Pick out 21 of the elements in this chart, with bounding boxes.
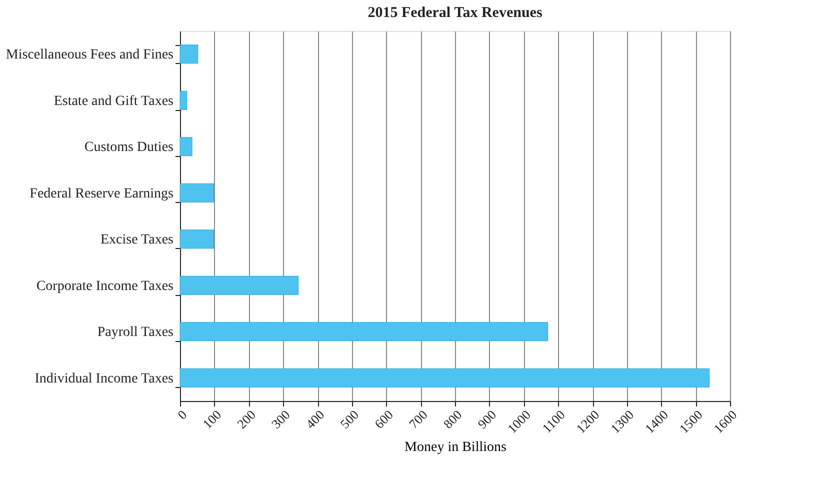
x-tick-label: 200 [234, 407, 258, 432]
x-tick-label: 1100 [539, 407, 568, 436]
x-tick-label: 100 [200, 407, 224, 432]
x-tick-label: 500 [337, 407, 362, 432]
x-tick-label: 0 [174, 407, 190, 422]
y-tick-label: Excise Taxes [100, 232, 174, 248]
x-tick-label: 800 [440, 407, 465, 432]
y-tick-label: Individual Income Taxes [34, 371, 174, 386]
x-tick-label: 600 [372, 407, 396, 432]
y-tick-label: Corporate Income Taxes [36, 278, 174, 294]
x-tick-label: 300 [268, 407, 293, 432]
chart-title: 2015 Federal Tax Revenues [368, 5, 542, 21]
y-tick-label: Miscellaneous Fees and Fines [6, 48, 174, 63]
y-tick-label: Federal Reserve Earnings [30, 186, 174, 202]
y-tick-label: Payroll Taxes [97, 325, 174, 340]
y-tick-label: Estate and Gift Taxes [54, 94, 174, 109]
x-axis-title: Money in Billions [404, 440, 506, 456]
y-tick-label: Customs Duties [84, 140, 174, 156]
x-tick-label: 400 [302, 407, 328, 432]
x-tick-label: 700 [406, 407, 430, 432]
x-tick-label: 900 [474, 407, 500, 432]
